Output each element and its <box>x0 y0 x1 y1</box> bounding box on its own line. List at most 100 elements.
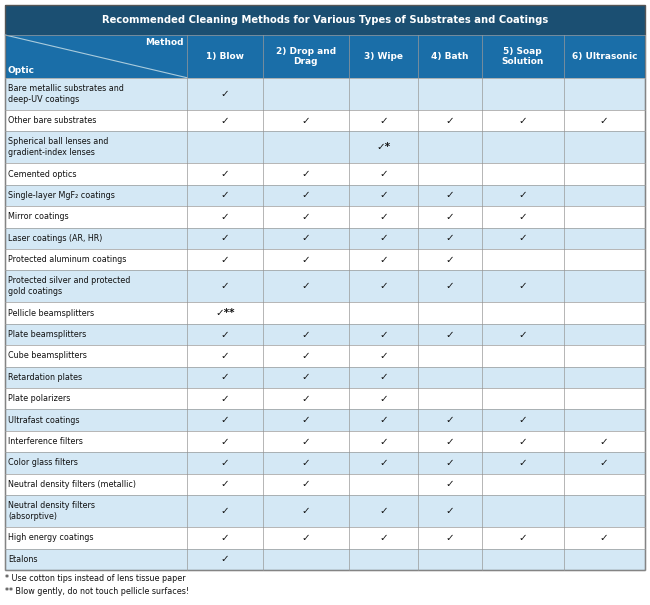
Bar <box>187 495 263 527</box>
Text: ✓: ✓ <box>220 373 229 382</box>
Bar <box>5 131 187 163</box>
Text: ✓: ✓ <box>380 191 388 200</box>
Bar <box>263 410 349 431</box>
Bar <box>419 453 482 474</box>
Bar <box>564 163 645 185</box>
Text: ✓: ✓ <box>220 394 229 404</box>
Text: * Use cotton tips instead of lens tissue paper: * Use cotton tips instead of lens tissue… <box>5 574 186 583</box>
Bar <box>187 35 263 78</box>
Text: ✓: ✓ <box>302 479 310 489</box>
Text: Neutral density filters (metallic): Neutral density filters (metallic) <box>8 480 136 489</box>
Text: ✓: ✓ <box>519 212 527 222</box>
Bar <box>263 431 349 453</box>
Text: Interference filters: Interference filters <box>8 437 83 446</box>
Bar <box>5 249 187 270</box>
Text: ✓: ✓ <box>302 255 310 264</box>
Text: ✓: ✓ <box>380 116 388 126</box>
Bar <box>564 302 645 324</box>
Bar <box>349 302 419 324</box>
Bar <box>482 110 564 131</box>
Text: ✓: ✓ <box>220 437 229 446</box>
Text: ✓: ✓ <box>302 394 310 404</box>
Bar <box>349 345 419 367</box>
Bar <box>5 367 187 388</box>
Bar <box>482 388 564 410</box>
Bar <box>263 78 349 110</box>
Text: ✓: ✓ <box>220 351 229 361</box>
Bar <box>349 78 419 110</box>
Bar <box>419 185 482 206</box>
Bar <box>263 163 349 185</box>
Text: ✓: ✓ <box>302 281 310 292</box>
Text: ✓: ✓ <box>519 330 527 339</box>
Text: ✓: ✓ <box>519 533 527 543</box>
Text: ✓: ✓ <box>446 479 454 489</box>
Text: 4) Bath: 4) Bath <box>432 52 469 61</box>
Text: Mirror coatings: Mirror coatings <box>8 212 69 221</box>
Bar <box>564 388 645 410</box>
Text: ✓: ✓ <box>446 533 454 543</box>
Text: ✓: ✓ <box>220 89 229 99</box>
Bar <box>419 270 482 302</box>
Text: ✓: ✓ <box>519 234 527 243</box>
Bar <box>5 270 187 302</box>
Bar <box>564 35 645 78</box>
Text: ✓: ✓ <box>600 437 608 446</box>
Bar <box>349 410 419 431</box>
Text: ✓: ✓ <box>302 169 310 179</box>
Text: High energy coatings: High energy coatings <box>8 534 94 543</box>
Bar <box>187 270 263 302</box>
Text: ✓: ✓ <box>519 437 527 446</box>
Text: ✓: ✓ <box>302 212 310 222</box>
Bar <box>419 163 482 185</box>
Text: 1) Blow: 1) Blow <box>206 52 244 61</box>
Bar <box>187 185 263 206</box>
Text: ✓: ✓ <box>302 330 310 339</box>
Bar <box>5 227 187 249</box>
Bar <box>419 367 482 388</box>
Text: Pellicle beamsplitters: Pellicle beamsplitters <box>8 309 94 318</box>
Bar <box>349 185 419 206</box>
Bar <box>263 35 349 78</box>
Text: ✓: ✓ <box>380 255 388 264</box>
Text: ✓: ✓ <box>519 116 527 126</box>
Text: ✓: ✓ <box>519 458 527 468</box>
Bar <box>564 431 645 453</box>
Bar <box>5 78 187 110</box>
Bar <box>263 302 349 324</box>
Bar <box>349 206 419 227</box>
Bar <box>263 474 349 495</box>
Bar <box>187 549 263 570</box>
Text: 2) Drop and
Drag: 2) Drop and Drag <box>276 47 336 66</box>
Text: ✓: ✓ <box>380 330 388 339</box>
Bar <box>419 324 482 345</box>
Text: ✓: ✓ <box>380 506 388 516</box>
Text: ✓: ✓ <box>220 281 229 292</box>
Bar <box>564 324 645 345</box>
Text: ✓: ✓ <box>302 191 310 200</box>
Bar <box>187 163 263 185</box>
Text: ✓: ✓ <box>302 415 310 425</box>
Text: ✓: ✓ <box>446 458 454 468</box>
Bar <box>349 35 419 78</box>
Text: ✓: ✓ <box>302 351 310 361</box>
Text: Retardation plates: Retardation plates <box>8 373 82 382</box>
Bar <box>5 345 187 367</box>
Text: ✓: ✓ <box>220 506 229 516</box>
Text: ✓: ✓ <box>220 116 229 126</box>
Text: ✓: ✓ <box>446 437 454 446</box>
Text: ✓: ✓ <box>380 458 388 468</box>
Bar <box>5 206 187 227</box>
Bar <box>419 495 482 527</box>
Bar <box>482 367 564 388</box>
Bar <box>5 185 187 206</box>
Text: ✓: ✓ <box>519 415 527 425</box>
Text: ✓: ✓ <box>380 281 388 292</box>
Bar <box>263 131 349 163</box>
Bar <box>349 367 419 388</box>
Bar <box>419 110 482 131</box>
Bar <box>349 388 419 410</box>
Text: ✓: ✓ <box>220 554 229 564</box>
Text: ✓: ✓ <box>519 191 527 200</box>
Text: ✓: ✓ <box>220 191 229 200</box>
